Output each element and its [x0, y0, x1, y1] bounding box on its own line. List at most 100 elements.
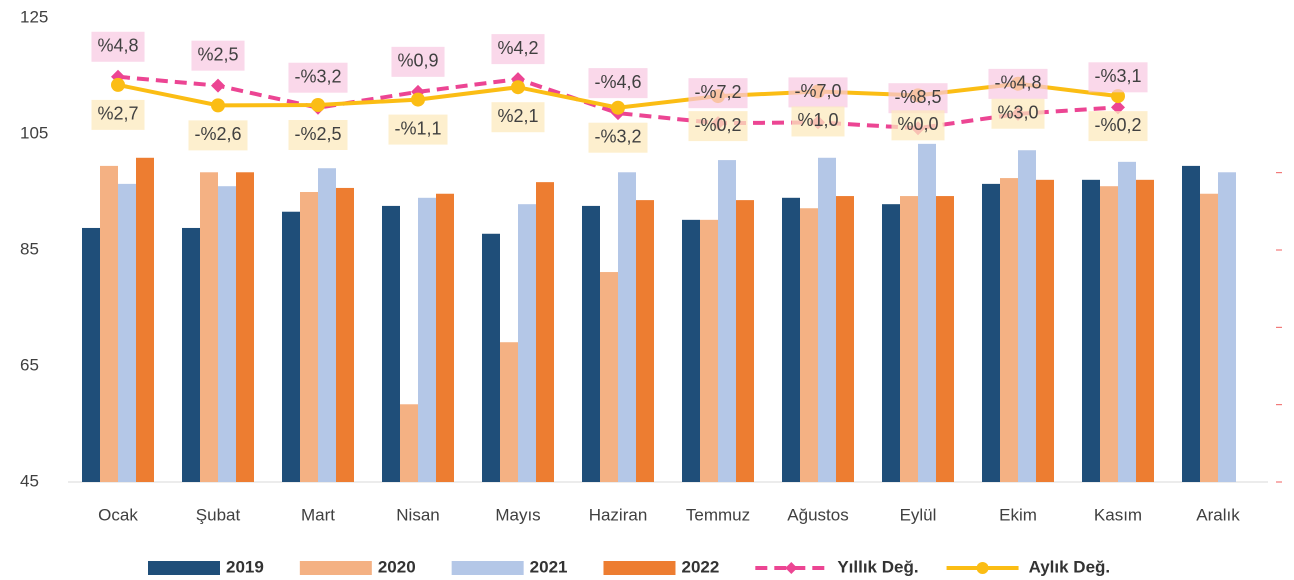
label-box [588, 122, 648, 153]
legend-label: 2019 [226, 557, 264, 576]
label-box [988, 68, 1048, 99]
x-tick-label: Şubat [196, 505, 241, 524]
bar [1082, 179, 1100, 482]
value-label: %4,2 [491, 34, 545, 65]
bar [482, 233, 500, 482]
value-label-text: -%7,2 [694, 82, 741, 102]
bar [300, 192, 318, 482]
label-box [688, 111, 748, 142]
label-box [288, 120, 348, 150]
x-tick-label: Ekim [999, 505, 1037, 524]
value-label-text: %1,0 [797, 110, 838, 130]
bar [182, 227, 200, 482]
label-box [788, 77, 848, 108]
bar [236, 172, 254, 482]
legend-marker [785, 562, 798, 574]
marker [211, 78, 225, 93]
bar [536, 182, 554, 482]
marker [211, 98, 225, 113]
value-label: -%0,2 [688, 111, 748, 142]
value-label-text: -%4,6 [594, 72, 641, 92]
bar [418, 197, 436, 483]
x-tick-label: Eylül [900, 505, 937, 524]
marker [511, 80, 525, 95]
y-tick-label: 65 [20, 355, 39, 374]
label-box [688, 78, 748, 109]
value-label: -%2,5 [288, 120, 348, 150]
value-label-text: %2,5 [197, 44, 238, 64]
value-label: %2,5 [191, 40, 245, 71]
legend-label: Yıllık Değ. [837, 557, 918, 576]
label-box [791, 106, 845, 137]
value-label-text: %0,9 [397, 51, 438, 71]
marker [1111, 89, 1125, 104]
x-tick-label: Haziran [589, 505, 648, 524]
bar [600, 272, 618, 482]
label-box [491, 102, 545, 133]
bar [82, 227, 100, 482]
x-tick-label: Mayıs [495, 505, 540, 524]
legend-swatch [451, 561, 524, 575]
value-label: -%4,6 [588, 68, 648, 99]
y-tick-label: 125 [20, 7, 48, 26]
marker [311, 98, 325, 112]
marker [1111, 100, 1125, 115]
bar [500, 342, 518, 482]
bar [918, 143, 936, 483]
bar [518, 204, 536, 482]
x-tick-label: Ağustos [787, 505, 848, 524]
bar [318, 168, 336, 482]
label-box [1088, 111, 1148, 142]
label-box [191, 40, 245, 71]
bar [200, 172, 218, 482]
bar [818, 157, 836, 482]
bar [982, 183, 1000, 482]
value-label-text: -%0,2 [1094, 115, 1141, 135]
value-label-text: -%3,2 [594, 126, 641, 146]
label-box [1088, 62, 1148, 93]
value-label: %2,7 [91, 99, 145, 130]
legend-label: 2021 [530, 557, 568, 576]
legend-label: 2020 [378, 557, 416, 576]
value-label: -%2,6 [188, 120, 248, 151]
bar [800, 208, 818, 483]
legend-swatch [299, 561, 372, 575]
bar [736, 200, 754, 482]
bar [636, 200, 654, 482]
marker [111, 77, 125, 92]
value-label-text: %3,0 [997, 102, 1038, 122]
x-tick-label: Temmuz [686, 505, 750, 524]
bar [436, 193, 454, 483]
legend-label: Aylık Değ. [1029, 557, 1111, 576]
value-label-text: -%8,5 [894, 87, 941, 107]
value-label: -%7,0 [788, 77, 848, 108]
label-box [491, 34, 545, 65]
y-tick-label: 85 [20, 239, 39, 258]
value-label: -%3,2 [588, 122, 648, 153]
bar [700, 219, 718, 482]
bar [1136, 179, 1154, 482]
value-label-text: %4,2 [497, 38, 538, 58]
bar [336, 187, 354, 482]
bar [1036, 179, 1054, 482]
legend-swatch [148, 561, 220, 575]
value-label: -%0,2 [1088, 111, 1148, 142]
value-label: -%3,2 [288, 62, 348, 93]
label-box [888, 83, 948, 114]
x-tick-label: Nisan [396, 505, 439, 524]
bar [1182, 165, 1200, 482]
bar [282, 211, 300, 482]
x-tick-label: Ocak [98, 505, 138, 524]
bar [836, 196, 854, 482]
bar [382, 205, 400, 483]
label-box [991, 98, 1045, 129]
y-tick-label: 45 [20, 471, 39, 490]
bar [582, 205, 600, 483]
bar [936, 196, 954, 482]
bar [218, 186, 236, 482]
value-label-text: -%2,5 [294, 124, 341, 144]
bar [900, 196, 918, 482]
value-label: %4,8 [91, 31, 145, 62]
value-label-text: -%7,0 [794, 81, 841, 101]
value-label-text: -%4,8 [994, 73, 1041, 93]
